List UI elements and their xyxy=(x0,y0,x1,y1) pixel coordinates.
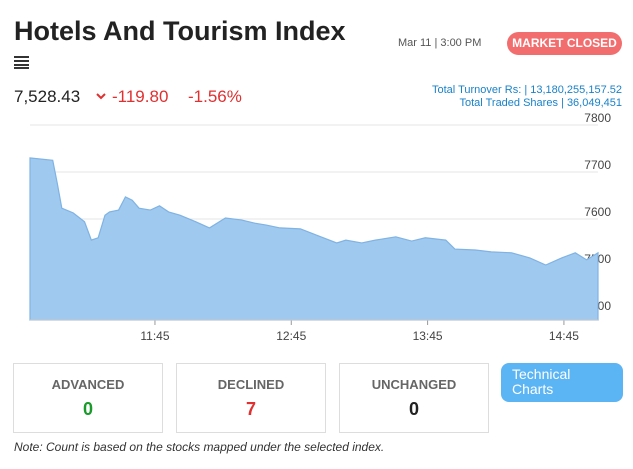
breadth-count: 0 xyxy=(408,399,419,419)
shares-label: Total Traded Shares | xyxy=(459,97,564,109)
x-tick-label: 13:45 xyxy=(413,329,443,343)
percent-change: -1.56% xyxy=(188,87,242,106)
declined-box: DECLINED 7 xyxy=(176,363,326,433)
menu-icon[interactable] xyxy=(14,55,29,69)
x-tick-label: 12:45 xyxy=(276,329,306,343)
breadth-label: UNCHANGED xyxy=(371,377,457,392)
shares-value: 36,049,451 xyxy=(566,97,622,109)
advanced-box: ADVANCED 0 xyxy=(13,363,163,433)
breadth-count: 0 xyxy=(82,399,93,419)
turnover-value: 13,180,255,157.52 xyxy=(530,84,622,96)
index-price: 7,528.43 xyxy=(14,87,81,106)
x-tick-label: 14:45 xyxy=(549,329,579,343)
y-tick-label: 7700 xyxy=(584,158,611,172)
breadth-count: 7 xyxy=(245,399,256,419)
breadth-label: ADVANCED xyxy=(51,377,125,392)
note: Note: Count is based on the stocks mappe… xyxy=(14,440,385,454)
y-tick-label: 7800 xyxy=(584,111,611,125)
breadth-label: DECLINED xyxy=(217,377,285,392)
y-tick-label: 7600 xyxy=(584,205,611,219)
traded-shares: Total Traded Shares | 36,049,451 xyxy=(460,97,623,109)
technical-charts-button[interactable]: Technical Charts xyxy=(501,363,623,402)
unchanged-box: UNCHANGED 0 xyxy=(339,363,489,433)
turnover: Total Turnover Rs: | 13,180,255,157.52 xyxy=(432,84,622,96)
index-title: Hotels And Tourism Index xyxy=(14,16,346,46)
area xyxy=(29,157,599,321)
market-status: MARKET CLOSED xyxy=(507,32,622,55)
date-time: Mar 11 | 3:00 PM xyxy=(398,37,482,49)
turnover-label: Total Turnover Rs: | xyxy=(432,84,528,96)
x-tick-label: 11:45 xyxy=(140,329,169,343)
price-change: -119.80 xyxy=(112,87,169,106)
down-caret xyxy=(96,93,106,100)
